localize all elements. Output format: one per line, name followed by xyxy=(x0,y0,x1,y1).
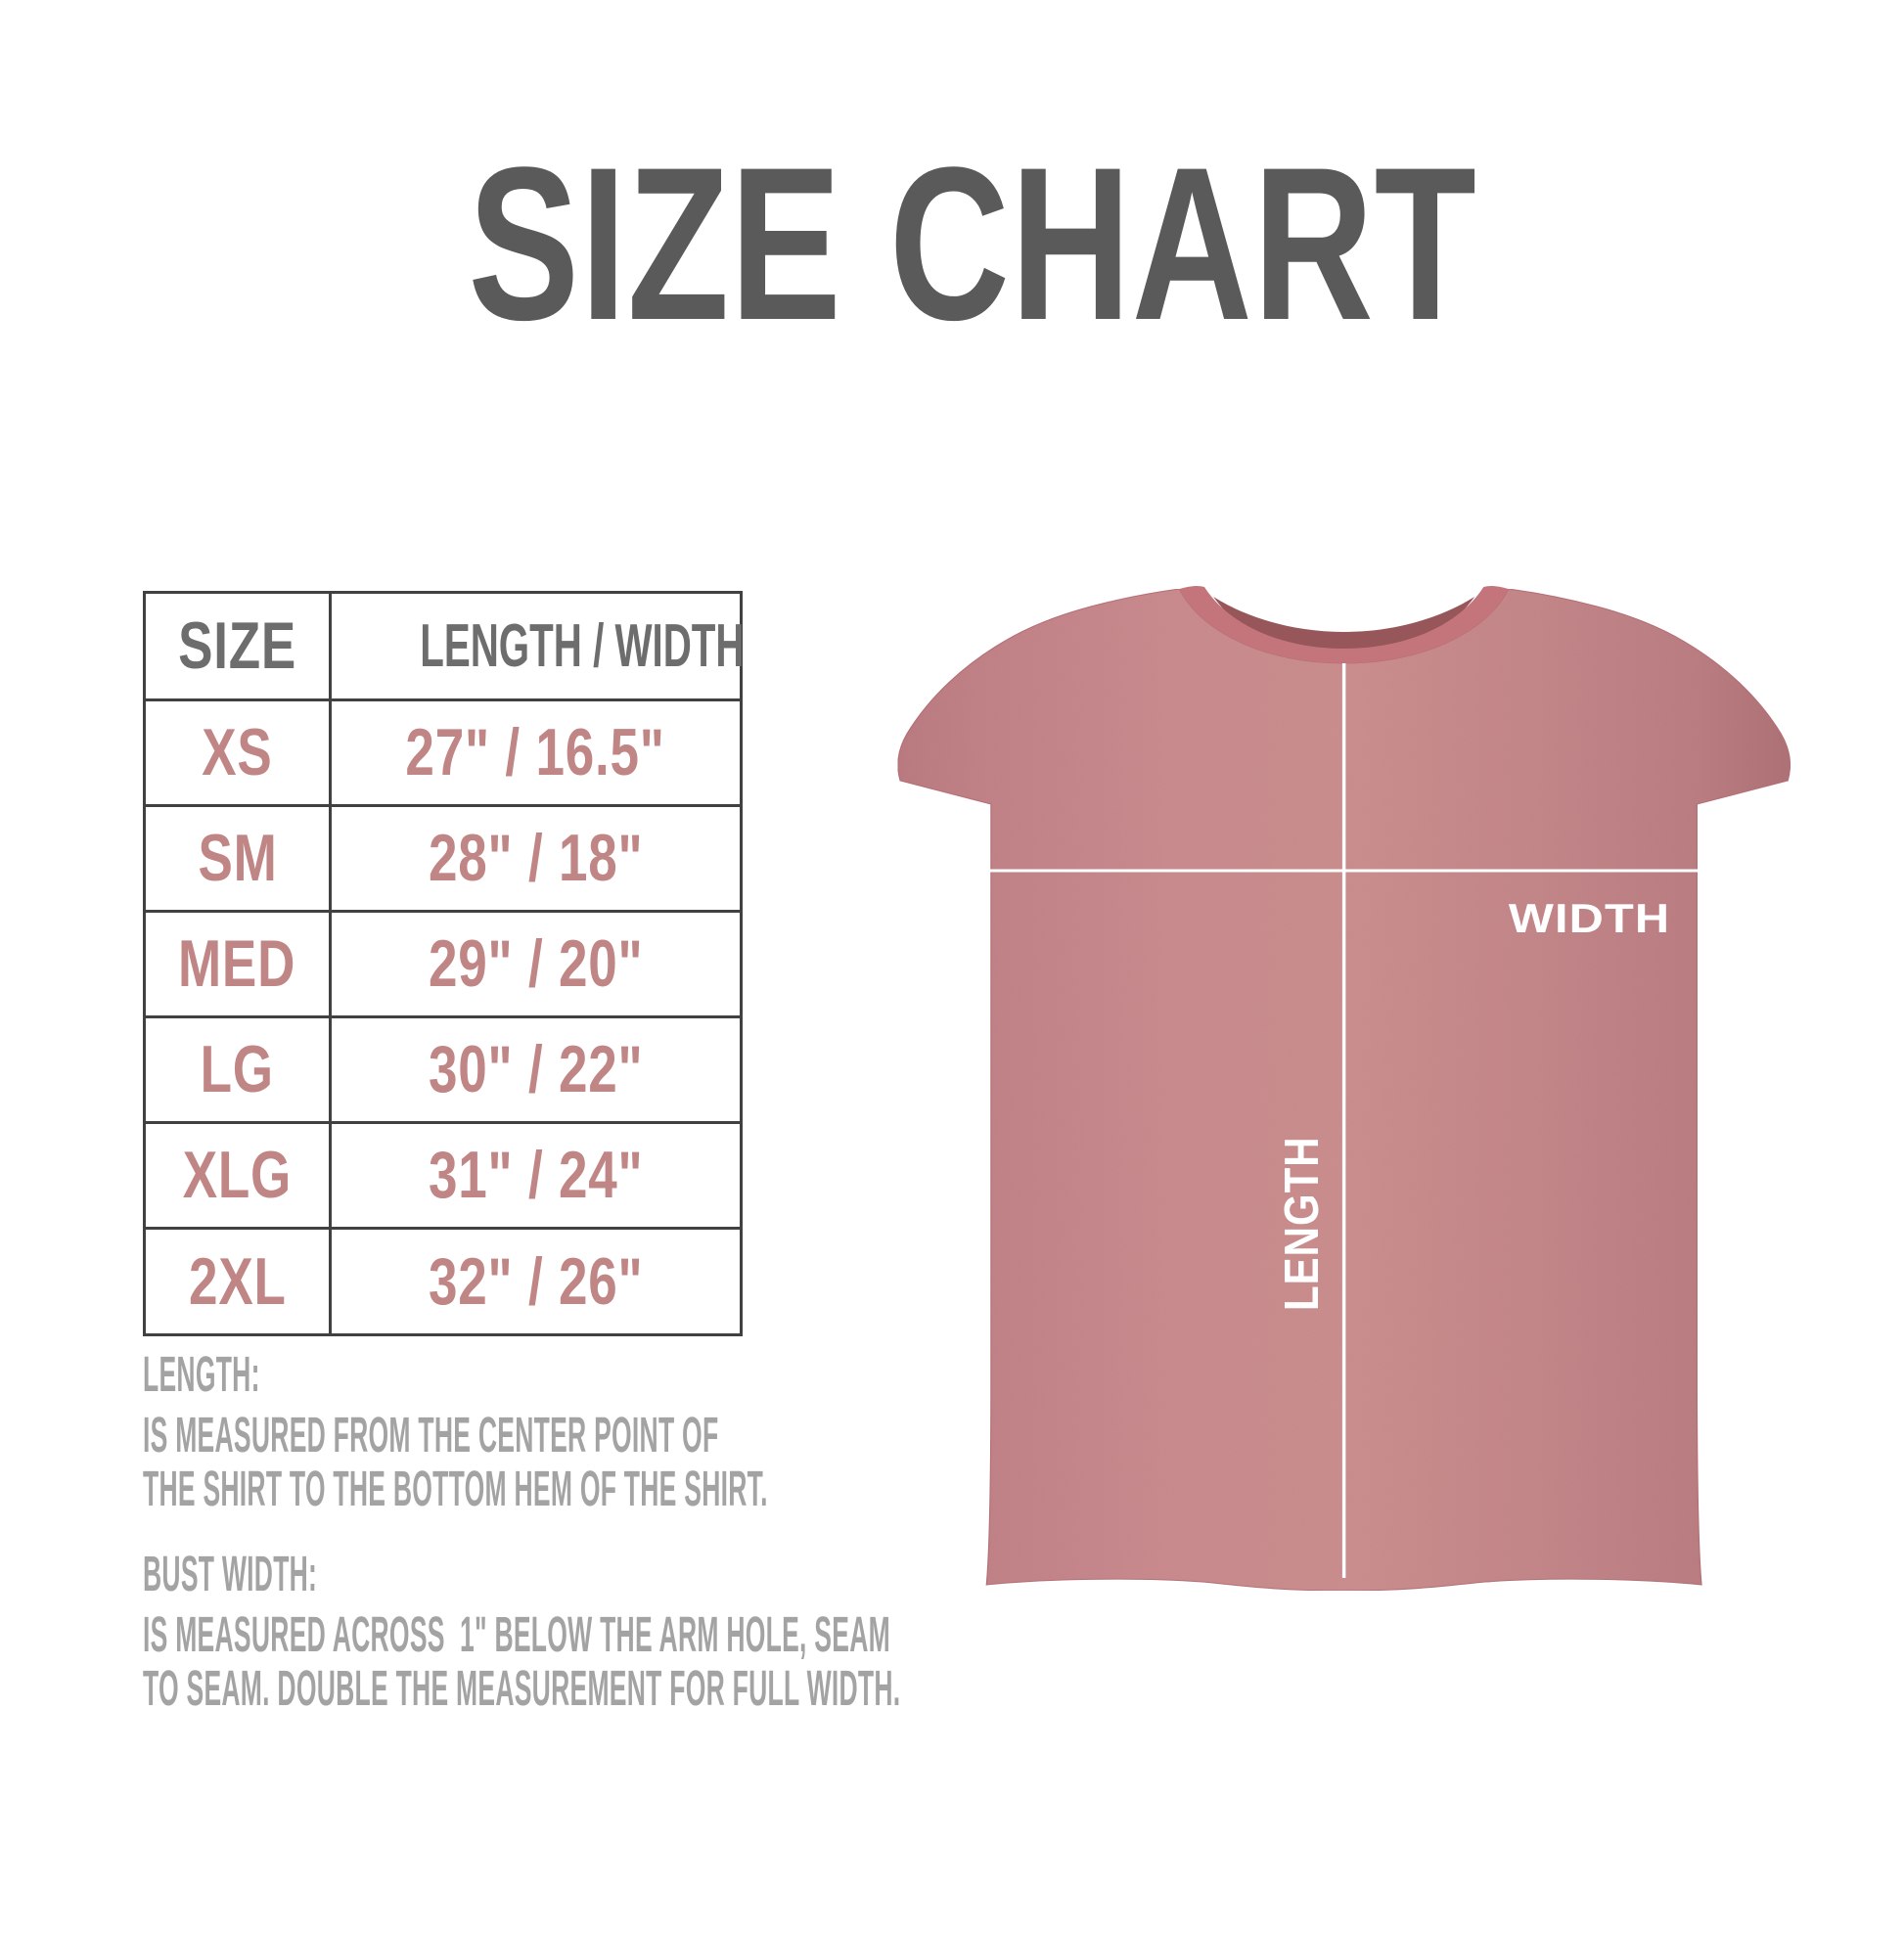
svg-text:WIDTH: WIDTH xyxy=(1509,895,1670,941)
svg-text:LENGTH: LENGTH xyxy=(1275,1136,1329,1311)
